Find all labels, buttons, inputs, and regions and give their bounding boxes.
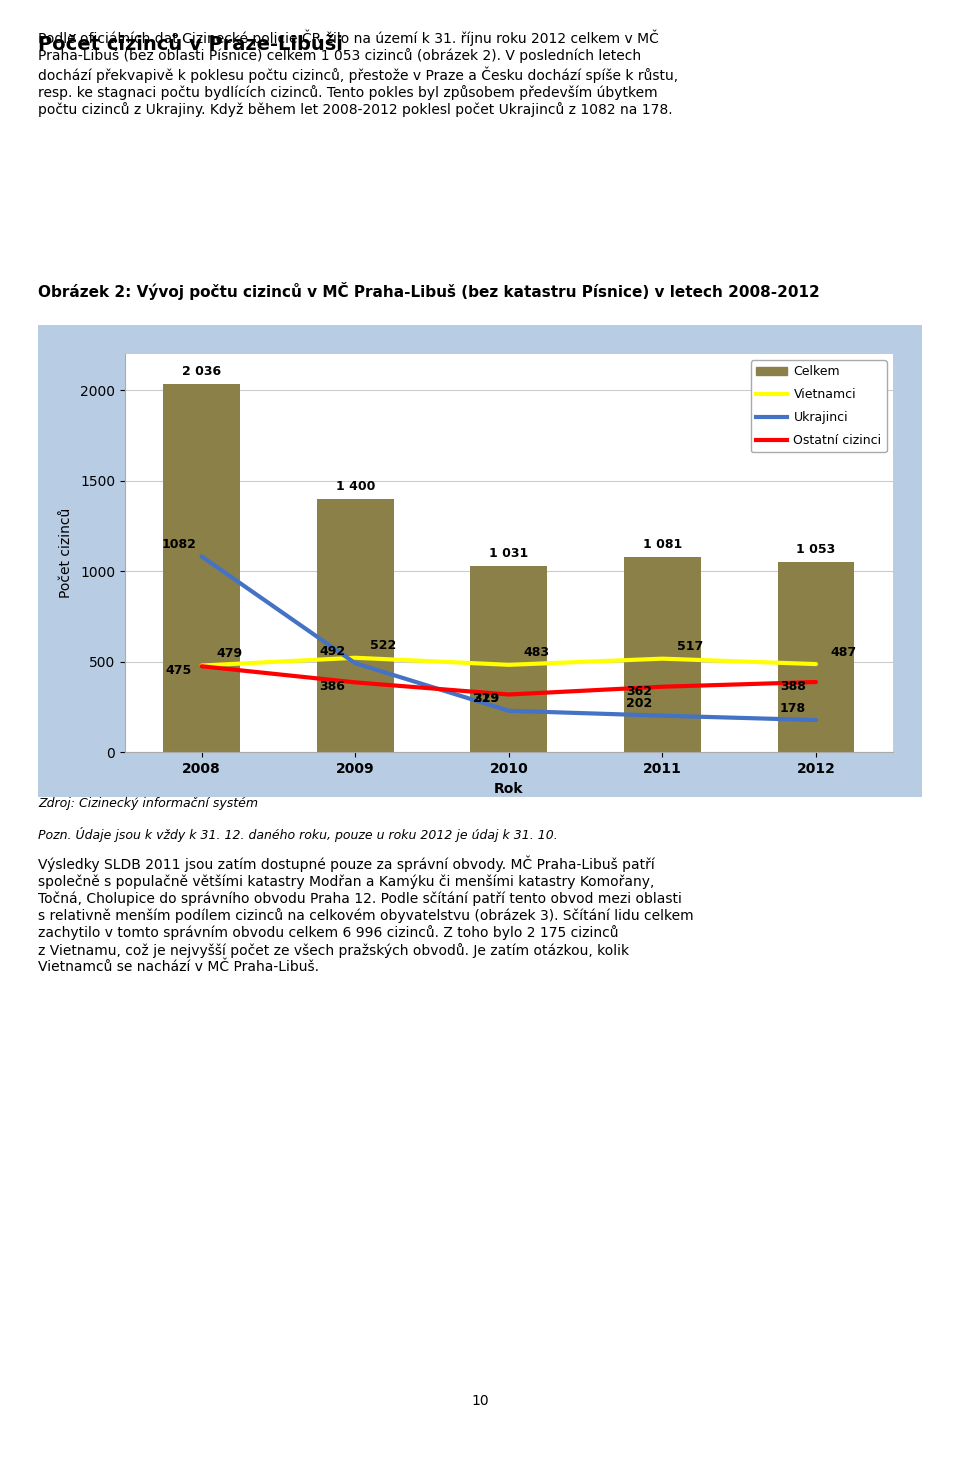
Text: 1 053: 1 053 — [797, 543, 835, 556]
Text: 492: 492 — [319, 645, 346, 658]
Text: 1 400: 1 400 — [335, 481, 375, 493]
Bar — [163, 384, 240, 752]
Text: Pozn. Údaje jsou k vždy k 31. 12. daného roku, pouze u roku 2012 je údaj k 31. 1: Pozn. Údaje jsou k vždy k 31. 12. daného… — [38, 827, 558, 842]
Y-axis label: Počet cizinců: Počet cizinců — [59, 507, 73, 599]
Bar — [778, 562, 854, 752]
Text: Počet cizinců v Praze-Libuši: Počet cizinců v Praze-Libuši — [38, 35, 344, 53]
Text: 178: 178 — [780, 702, 806, 714]
Text: 522: 522 — [370, 639, 396, 652]
Text: Výsledky SLDB 2011 jsou zatím dostupné pouze za správní obvody. MČ Praha-Libuš p: Výsledky SLDB 2011 jsou zatím dostupné p… — [38, 855, 694, 974]
Text: 517: 517 — [677, 640, 703, 653]
Text: 479: 479 — [216, 648, 242, 661]
Text: 202: 202 — [626, 698, 653, 711]
Text: 1 081: 1 081 — [643, 538, 682, 552]
X-axis label: Rok: Rok — [494, 782, 523, 795]
Bar — [470, 565, 547, 752]
Text: 319: 319 — [472, 692, 499, 705]
Bar — [317, 499, 394, 752]
Text: 487: 487 — [830, 646, 856, 659]
Text: Obrázek 2: Vývoj počtu cizinců v MČ Praha-Libuš (bez katastru Písnice) v letech : Obrázek 2: Vývoj počtu cizinců v MČ Prah… — [38, 282, 820, 301]
Text: Podle oficiálních dat Cizinecké policie ČR žilo na území k 31. říjnu roku 2012 c: Podle oficiálních dat Cizinecké policie … — [38, 30, 679, 117]
Legend: Celkem, Vietnamci, Ukrajinci, Ostatní cizinci: Celkem, Vietnamci, Ukrajinci, Ostatní ci… — [751, 360, 886, 453]
Text: 10: 10 — [471, 1394, 489, 1409]
Text: 483: 483 — [523, 646, 549, 659]
Text: 388: 388 — [780, 680, 805, 693]
Text: 1082: 1082 — [161, 538, 196, 552]
Text: 386: 386 — [320, 680, 345, 693]
Text: 2 036: 2 036 — [182, 366, 221, 378]
Text: 362: 362 — [626, 684, 653, 698]
Bar — [624, 556, 701, 752]
Text: Zdroj: Cizinecký informační systém: Zdroj: Cizinecký informační systém — [38, 796, 258, 810]
Text: 475: 475 — [165, 664, 192, 677]
Text: 1 031: 1 031 — [490, 547, 528, 560]
Text: 229: 229 — [472, 692, 499, 705]
